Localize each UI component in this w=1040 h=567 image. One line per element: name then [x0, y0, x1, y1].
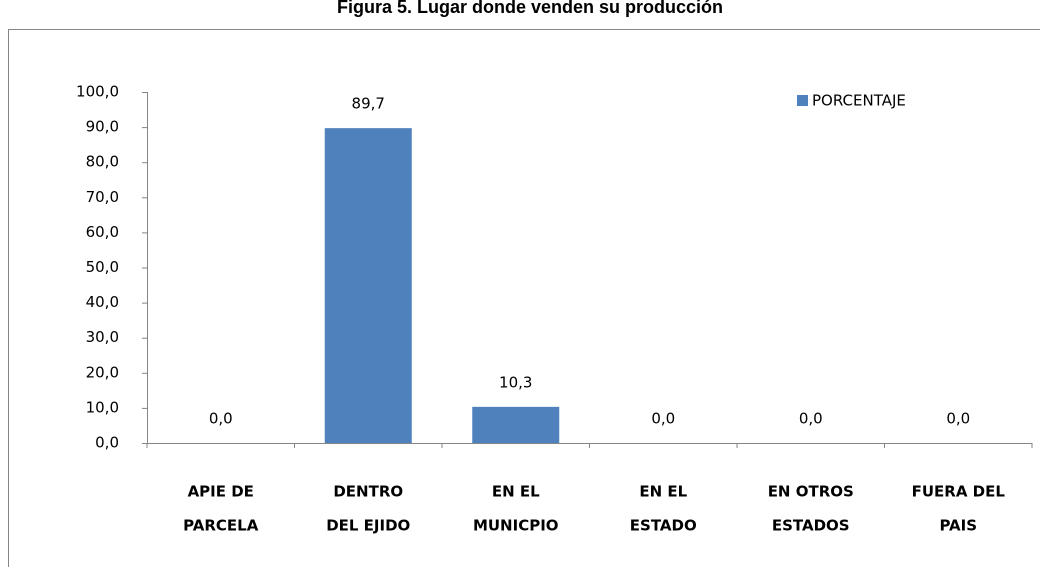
y-tick-label: 80,0	[86, 153, 119, 171]
legend-label: PORCENTAJE	[812, 92, 906, 110]
y-tick-label: 0,0	[95, 434, 119, 452]
x-tick-label: EN EL	[639, 483, 687, 501]
value-label: 0,0	[651, 410, 675, 428]
chart-title: Figura 5. Lugar donde venden su producci…	[337, 0, 723, 17]
y-tick-label: 90,0	[86, 118, 119, 136]
x-tick-label: FUERA DEL	[912, 483, 1006, 501]
chart-border	[8, 29, 1040, 567]
value-label: 0,0	[209, 410, 233, 428]
y-tick-label: 60,0	[86, 223, 119, 241]
y-tick-label: 10,0	[86, 398, 119, 416]
x-tick-label: DEL EJIDO	[326, 517, 410, 535]
y-tick-label: 40,0	[86, 293, 119, 311]
x-tick-label: EN OTROS	[768, 483, 854, 501]
y-tick-label: 50,0	[86, 258, 119, 276]
x-tick-label: ESTADOS	[772, 517, 850, 535]
x-tick-label: EN EL	[492, 483, 540, 501]
bar	[324, 128, 412, 443]
y-tick-label: 100,0	[76, 83, 119, 101]
value-label: 89,7	[352, 95, 385, 113]
bar	[472, 406, 560, 443]
x-tick-label: DENTRO	[333, 483, 403, 501]
x-tick-label: PAIS	[939, 517, 977, 535]
x-tick-label: MUNICPIO	[473, 517, 559, 535]
y-tick-label: 70,0	[86, 188, 119, 206]
y-tick-label: 30,0	[86, 328, 119, 346]
value-label: 0,0	[799, 410, 823, 428]
value-label: 0,0	[946, 410, 970, 428]
legend-swatch	[797, 95, 808, 106]
value-label: 10,3	[499, 373, 532, 391]
x-tick-label: APIE DE	[188, 483, 254, 501]
x-tick-label: PARCELA	[183, 517, 259, 535]
x-tick-label: ESTADO	[630, 517, 697, 535]
y-tick-label: 20,0	[86, 363, 119, 381]
